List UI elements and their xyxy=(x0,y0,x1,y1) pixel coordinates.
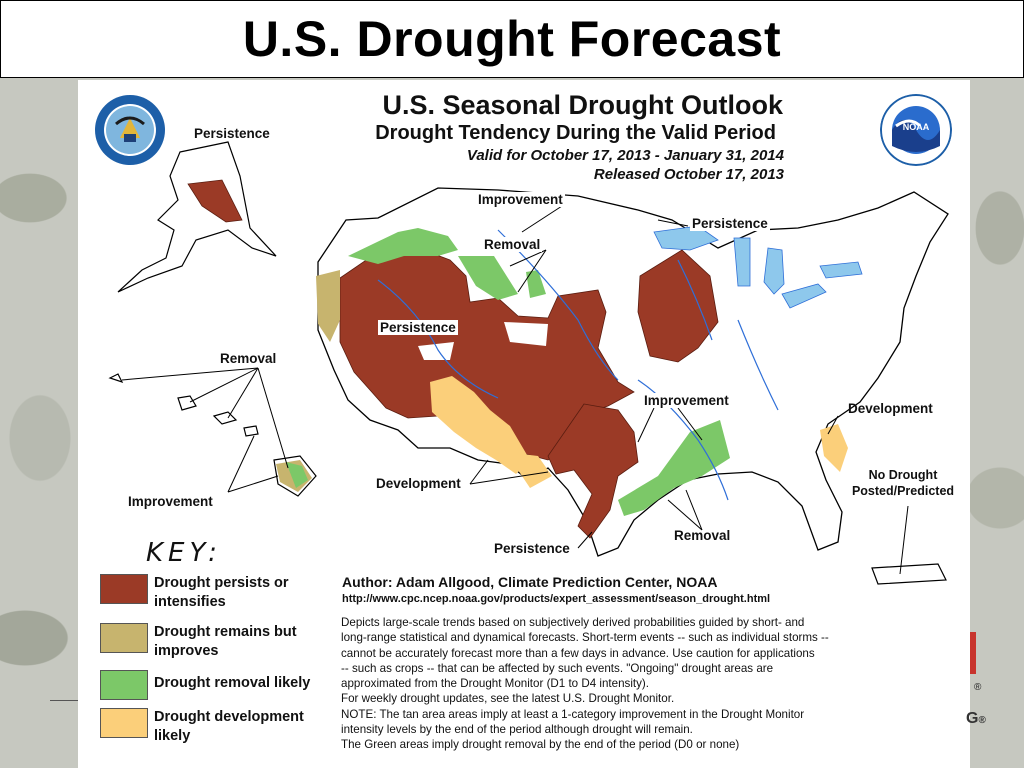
key-label-persist-line2: intensifies xyxy=(154,594,226,610)
key-label-improve-line1: Drought remains but xyxy=(154,624,297,640)
key-label-development-line1: Drought development xyxy=(154,709,304,725)
puerto-rico xyxy=(871,563,947,585)
hawaii-removal-area xyxy=(286,462,308,488)
note-line: intensity levels by the end of the perio… xyxy=(341,723,693,737)
key-item-persist: Drought persists or intensifies xyxy=(100,574,339,612)
texas-persistence-area xyxy=(547,403,639,539)
note-line: -- such as crops -- that can be affected… xyxy=(341,661,774,675)
label-southwest-development: Development xyxy=(376,476,461,491)
label-great-lakes-persistence: Persistence xyxy=(690,216,770,231)
drought-outlook-panel: NOAA U.S. Seasonal Drought Outlook Droug… xyxy=(78,80,970,768)
author-credit: Author: Adam Allgood, Climate Prediction… xyxy=(342,574,718,590)
key-label-improve: Drought remains but improves xyxy=(154,623,339,661)
label-texas-persistence: Persistence xyxy=(494,541,570,556)
slide-title: U.S. Drought Forecast xyxy=(242,11,782,67)
key-swatch-development xyxy=(100,708,148,738)
registered-mark-1: ® xyxy=(974,682,982,693)
label-west-persistence: Persistence xyxy=(378,320,458,335)
slide-red-accent xyxy=(970,632,976,674)
key-swatch-improve xyxy=(100,623,148,653)
southwest-development-area xyxy=(430,376,552,488)
outlook-subtitle: Drought Tendency During the Valid Period xyxy=(375,122,776,144)
west-persistence-area xyxy=(339,247,635,461)
alaska-outline xyxy=(117,141,277,293)
label-alaska-persistence: Persistence xyxy=(194,126,270,141)
outlook-notes: Depicts large-scale trends based on subj… xyxy=(341,615,931,753)
southeast-development-area xyxy=(820,424,848,472)
midwest-persistence-area xyxy=(637,249,719,363)
west-holes xyxy=(418,322,548,360)
drought-map xyxy=(108,141,949,585)
note-line: long-range statistical and dynamical for… xyxy=(341,631,829,645)
key-label-removal: Drought removal likely xyxy=(154,670,339,693)
label-southeast-development: Development xyxy=(848,401,933,416)
slide-decoration-line xyxy=(50,700,78,701)
key-label-persist: Drought persists or intensifies xyxy=(154,574,339,612)
label-no-drought-line2: Posted/Predicted xyxy=(851,484,955,498)
note-line: For weekly drought updates, see the late… xyxy=(341,692,675,706)
alaska-persistence-area xyxy=(187,179,243,223)
key-item-development: Drought development likely xyxy=(100,708,339,746)
label-north-improvement: Improvement xyxy=(476,192,565,207)
north-removal-area xyxy=(348,228,546,300)
slide-corner-logo-fragment: G® xyxy=(966,710,986,727)
key-swatch-removal xyxy=(100,670,148,700)
great-lakes xyxy=(653,225,863,309)
key-label-development-line2: likely xyxy=(154,728,191,744)
slide-title-bar: U.S. Drought Forecast xyxy=(0,0,1024,78)
gulf-removal-area xyxy=(618,420,730,516)
label-south-improvement: Improvement xyxy=(642,393,731,408)
outlook-release-date: Released October 17, 2013 xyxy=(593,166,784,183)
key-label-improve-line2: improves xyxy=(154,643,219,659)
key-label-removal-line1: Drought removal likely xyxy=(154,675,311,691)
note-line: NOTE: The tan area areas imply at least … xyxy=(341,707,805,721)
label-gulf-removal: Removal xyxy=(674,528,731,543)
key-swatch-persist xyxy=(100,574,148,604)
label-no-drought: No Drought Posted/Predicted xyxy=(848,467,958,499)
westcoast-improve-area xyxy=(316,270,340,342)
svg-text:NOAA: NOAA xyxy=(903,122,930,132)
rivers xyxy=(377,229,779,501)
label-hawaii-improvement: Improvement xyxy=(128,494,213,509)
key-title: KEY: xyxy=(146,538,222,568)
note-line: The Green areas imply drought removal by… xyxy=(341,738,740,752)
doc-seal-icon xyxy=(95,95,165,165)
label-no-drought-line1: No Drought xyxy=(868,468,938,482)
outlook-title: U.S. Seasonal Drought Outlook xyxy=(382,90,783,120)
label-hawaii-removal: Removal xyxy=(220,351,277,366)
outlook-valid-period: Valid for October 17, 2013 - January 31,… xyxy=(466,147,784,164)
label-north-removal: Removal xyxy=(482,237,543,252)
key-item-removal: Drought removal likely xyxy=(100,670,339,700)
source-url: http://www.cpc.ncep.noaa.gov/products/ex… xyxy=(342,593,771,605)
key-label-persist-line1: Drought persists or xyxy=(154,575,289,591)
note-line: cannot be accurately forecast more than … xyxy=(341,646,815,660)
key-label-development: Drought development likely xyxy=(154,708,339,746)
noaa-logo-icon: NOAA xyxy=(880,94,952,166)
note-line: approximated from the Drought Monitor (D… xyxy=(341,677,650,691)
note-line: Depicts large-scale trends based on subj… xyxy=(341,616,805,629)
key-item-improve: Drought remains but improves xyxy=(100,623,339,661)
